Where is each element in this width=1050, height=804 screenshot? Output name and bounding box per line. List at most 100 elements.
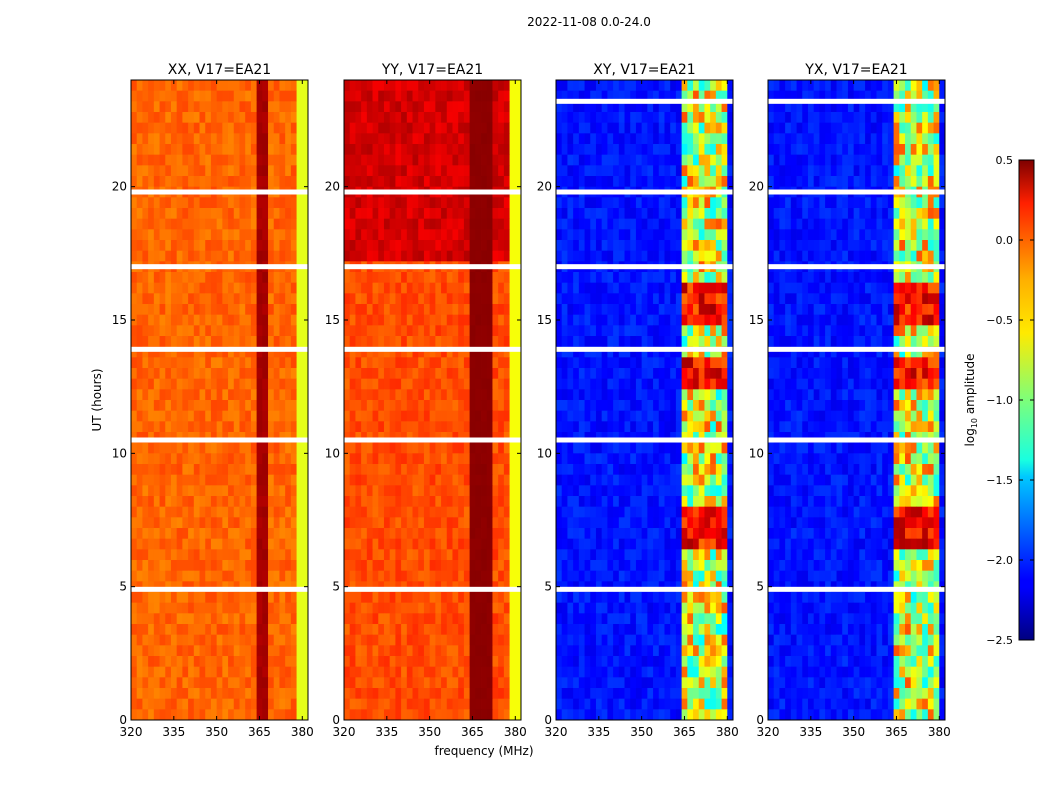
heatmap-cell [682,165,688,176]
heatmap-cell [642,475,648,486]
heatmap-cell [137,699,143,710]
heatmap-cell [297,624,303,635]
heatmap-cell [441,229,447,240]
heatmap-cell [384,315,390,326]
heatmap-cell [239,688,245,699]
heatmap-cell [498,464,504,475]
heatmap-cell [504,485,510,496]
heatmap-cell [297,229,303,240]
heatmap-cell [239,293,245,304]
heatmap-cell [262,709,268,720]
heatmap-cell [722,293,728,304]
heatmap-cell [285,165,291,176]
heatmap-cell [194,464,200,475]
heatmap-cell [699,144,705,155]
heatmap-cell [487,325,493,336]
heatmap-cell [664,411,670,422]
heatmap-cell [268,315,274,326]
heatmap-cell [464,379,470,390]
heatmap-cell [274,165,280,176]
heatmap-cell [302,496,308,507]
heatmap-cell [510,485,516,496]
heatmap-cell [452,315,458,326]
heatmap-cell [585,464,591,475]
heatmap-cell [177,304,183,315]
heatmap-cell [222,251,228,262]
heatmap-cell [407,549,413,560]
heatmap-cell [452,624,458,635]
heatmap-cell [481,496,487,507]
heatmap-cell [653,165,659,176]
heatmap-cell [492,592,498,603]
heatmap-cell [390,80,396,91]
heatmap-cell [619,272,625,283]
heatmap-cell [424,379,430,390]
heatmap-cell [211,272,217,283]
heatmap-cell [418,645,424,656]
heatmap-cell [418,635,424,646]
heatmap-cell [487,667,493,678]
heatmap-cell [171,485,177,496]
heatmap-cell [407,613,413,624]
heatmap-cell [492,485,498,496]
heatmap-cell [268,709,274,720]
heatmap-cell [350,603,356,614]
heatmap-cell [727,80,733,91]
heatmap-cell [475,176,481,187]
heatmap-cell [217,123,223,134]
heatmap-cell [302,400,308,411]
heatmap-cell [228,496,234,507]
heatmap-cell [441,517,447,528]
heatmap-cell [704,325,710,336]
heatmap-cell [642,357,648,368]
heatmap-cell [625,283,631,294]
heatmap-cell [498,133,504,144]
heatmap-cell [245,688,251,699]
heatmap-cell [384,475,390,486]
heatmap-cell [562,229,568,240]
heatmap-cell [194,709,200,720]
heatmap-cell [653,197,659,208]
heatmap-cell [302,304,308,315]
heatmap-cell [590,229,596,240]
heatmap-cell [498,91,504,102]
heatmap-cell [435,325,441,336]
heatmap-cell [430,453,436,464]
heatmap-cell [285,592,291,603]
heatmap-cell [211,560,217,571]
heatmap-cell [590,272,596,283]
x-tick-label: 335 [375,725,398,739]
heatmap-cell [395,336,401,347]
heatmap-cell [373,645,379,656]
heatmap-cell [350,592,356,603]
heatmap-cell [205,485,211,496]
heatmap-cell [378,592,384,603]
heatmap-cell [194,475,200,486]
heatmap-cell [188,155,194,166]
heatmap-cell [211,293,217,304]
heatmap-cell [344,176,350,187]
heatmap-cell [251,240,257,251]
heatmap-cell [171,464,177,475]
heatmap-cell [217,293,223,304]
heatmap-cell [430,688,436,699]
heatmap-cell [355,389,361,400]
heatmap-cell [487,197,493,208]
heatmap-cell [435,357,441,368]
heatmap-cell [475,229,481,240]
heatmap-cell [373,453,379,464]
heatmap-cell [234,571,240,582]
heatmap-cell [607,197,613,208]
heatmap-cell [418,496,424,507]
heatmap-cell [211,613,217,624]
heatmap-cell [137,315,143,326]
heatmap-cell [470,101,476,112]
heatmap-cell [194,592,200,603]
heatmap-cell [693,379,699,390]
heatmap-cell [234,251,240,262]
heatmap-cell [475,507,481,518]
heatmap-cell [630,325,636,336]
heatmap-cell [642,197,648,208]
heatmap-cell [395,549,401,560]
heatmap-cell [274,357,280,368]
